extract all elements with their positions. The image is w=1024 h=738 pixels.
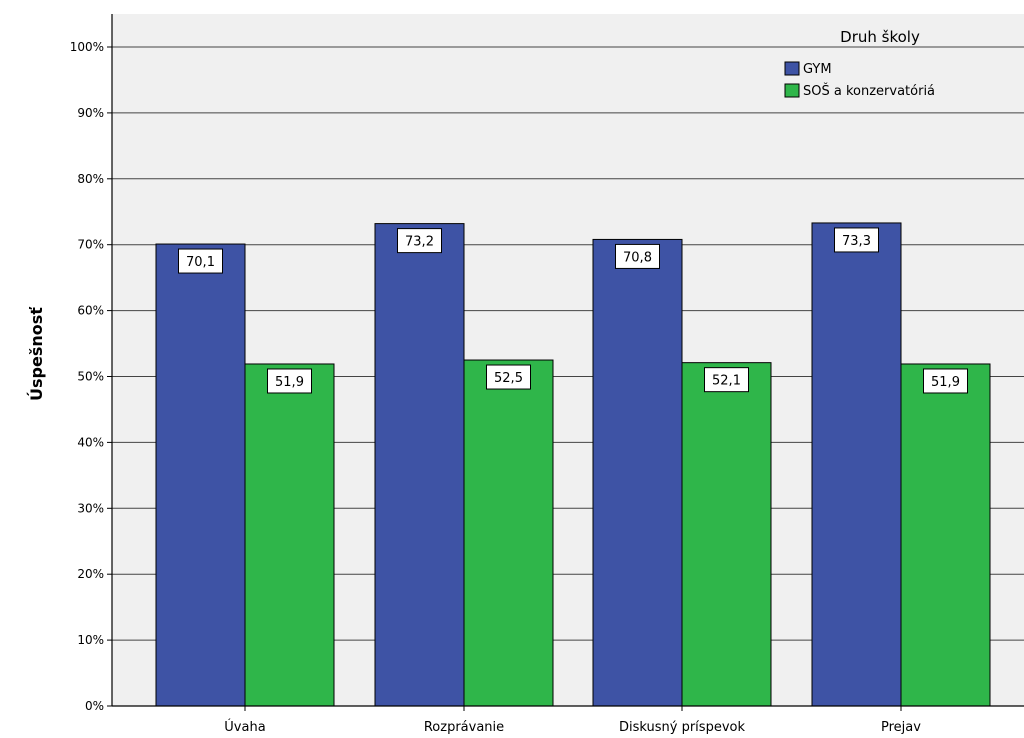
y-tick-label: 20% [77,567,104,581]
y-tick-label: 50% [77,370,104,384]
bar [592,238,683,707]
y-tick-label: 10% [77,633,104,647]
data-label: 51,9 [931,375,960,390]
bar [811,222,902,707]
x-tick-label: Diskusný príspevok [619,720,745,735]
y-tick-label: 40% [77,435,104,449]
y-tick-label: 70% [77,238,104,252]
legend-swatch [784,83,800,98]
legend-swatch [784,61,800,76]
x-tick-label: Úvaha [224,719,265,735]
legend-label: GYM [803,62,832,77]
data-label-box [178,248,223,274]
data-label-box [704,367,749,393]
y-axis: 0% 10% 20% 30% 40% 50% 60% 70% 80% 90% 100% [70,14,113,713]
x-tick-label: Rozprávanie [424,720,504,735]
y-tick-label: 30% [77,501,104,515]
y-tick-label: 90% [77,106,104,120]
legend-title: Druh školy [840,28,920,46]
data-label-box [923,368,968,394]
bar [244,363,335,707]
bars: 70,1 51,9 73,2 52,5 70,8 52,1 73,3 51,9 [155,222,991,707]
data-label: 70,1 [186,255,215,270]
x-axis: Úvaha Rozprávanie Diskusný príspevok Prejav [112,705,1024,735]
bar [155,243,246,707]
data-label-box [615,243,660,269]
data-label-box [397,228,442,254]
bar [681,362,772,707]
bar [374,223,465,707]
data-label-box [486,364,531,390]
legend: Druh školy GYM SOŠ a konzervatóriá [784,28,935,99]
data-label: 52,5 [494,371,523,386]
y-tick-label: 60% [77,304,104,318]
data-label: 73,3 [842,234,871,249]
y-tick-label: 0% [85,699,104,713]
data-label: 51,9 [275,375,304,390]
data-label-box [267,368,312,394]
data-label: 73,2 [405,235,434,250]
bar [900,363,991,707]
bar [463,359,554,707]
y-tick-label: 100% [70,40,104,54]
y-axis-title: Úspešnosť [27,306,46,401]
x-tick-label: Prejav [881,720,921,735]
y-tick-label: 80% [77,172,104,186]
data-label: 52,1 [712,374,741,389]
legend-label: SOŠ a konzervatóriá [803,83,935,99]
data-label: 70,8 [623,250,652,265]
data-label-box [834,227,879,253]
